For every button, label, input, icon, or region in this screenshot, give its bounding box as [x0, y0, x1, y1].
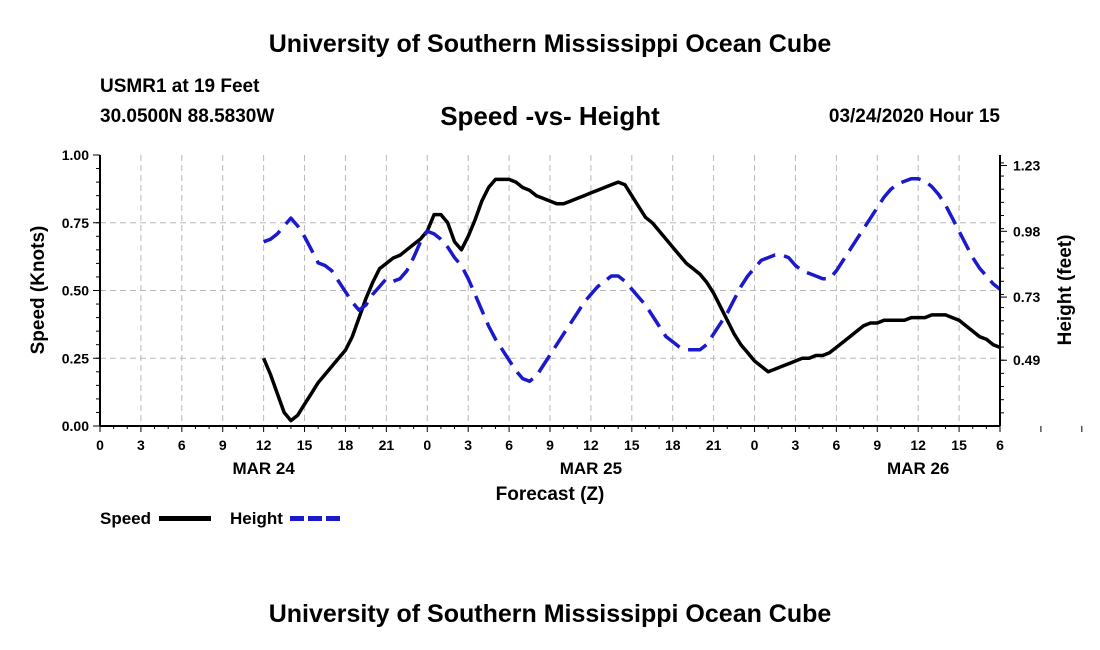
- x-axis-title: Forecast (Z): [496, 484, 605, 505]
- station-name: USMR1 at 19 Feet: [100, 76, 260, 97]
- x-tick-label: 12: [910, 437, 926, 453]
- y-left-tick-label: 0.25: [62, 350, 89, 366]
- x-tick-label: 21: [379, 437, 395, 453]
- legend-height-line: [290, 516, 342, 521]
- footer-title: University of Southern Mississippi Ocean…: [268, 600, 832, 628]
- x-tick-label: 12: [583, 437, 599, 453]
- y-left-tick-label: 0.75: [62, 215, 89, 231]
- y-left-tick-label: 0.50: [62, 283, 89, 299]
- y-left-tick-label: 1.00: [62, 147, 89, 163]
- date-label: MAR 25: [560, 459, 622, 478]
- y-right-tick-label: 0.49: [1013, 352, 1040, 368]
- x-tick-label: 0: [423, 437, 431, 453]
- x-tick-label: 6: [505, 437, 513, 453]
- x-tick-label: 3: [464, 437, 472, 453]
- x-tick-label: 9: [219, 437, 227, 453]
- x-tick-label: 18: [338, 437, 354, 453]
- legend-speed-line: [159, 516, 211, 521]
- station-coords: 30.0500N 88.5830W: [100, 106, 275, 127]
- date-label: MAR 24: [232, 459, 295, 478]
- grid: [100, 155, 1000, 426]
- x-tick-label: 9: [546, 437, 554, 453]
- x-tick-label: 15: [297, 437, 313, 453]
- y-axis-left-title: Speed (Knots): [28, 226, 49, 355]
- x-tick-label: 15: [951, 437, 967, 453]
- axes: 0 3 6 9 12 15 18 21 0 3 6 9 12 15 18 21 0 3 6 9 12 15 6 0.00 0.2…: [62, 147, 1083, 478]
- chart-title: Speed -vs- Height: [440, 101, 660, 131]
- y-axis-right-title: Height (feet): [1055, 235, 1076, 346]
- y-left-tick-label: 0.00: [62, 418, 89, 434]
- x-tick-label: 6: [996, 437, 1004, 453]
- legend-speed-label: Speed: [100, 509, 152, 528]
- x-tick-label: 3: [792, 437, 800, 453]
- legend-height-label: Height: [230, 509, 283, 528]
- x-tick-label: 21: [706, 437, 722, 453]
- series-layer: [261, 176, 1002, 423]
- x-tick-label: 6: [832, 437, 840, 453]
- x-tick-label: 12: [256, 437, 272, 453]
- y-right-tick-label: 0.73: [1013, 289, 1040, 305]
- y-right-tick-label: 0.98: [1013, 223, 1040, 239]
- x-tick-label: 9: [873, 437, 881, 453]
- y-right-tick-label: 1.23: [1013, 158, 1040, 174]
- x-tick-label: 0: [751, 437, 759, 453]
- date-label: MAR 26: [887, 459, 949, 478]
- x-tick-label: 3: [137, 437, 145, 453]
- x-tick-label: 0: [96, 437, 104, 453]
- x-tick-label: 18: [665, 437, 681, 453]
- x-tick-label: 6: [178, 437, 186, 453]
- forecast-datetime: 03/24/2020 Hour 15: [828, 106, 1000, 127]
- x-tick-label: 15: [624, 437, 640, 453]
- height-series-line: [262, 176, 1002, 384]
- header-title: University of Southern Mississippi Ocean…: [268, 30, 832, 58]
- speed-series-line: [261, 177, 1001, 423]
